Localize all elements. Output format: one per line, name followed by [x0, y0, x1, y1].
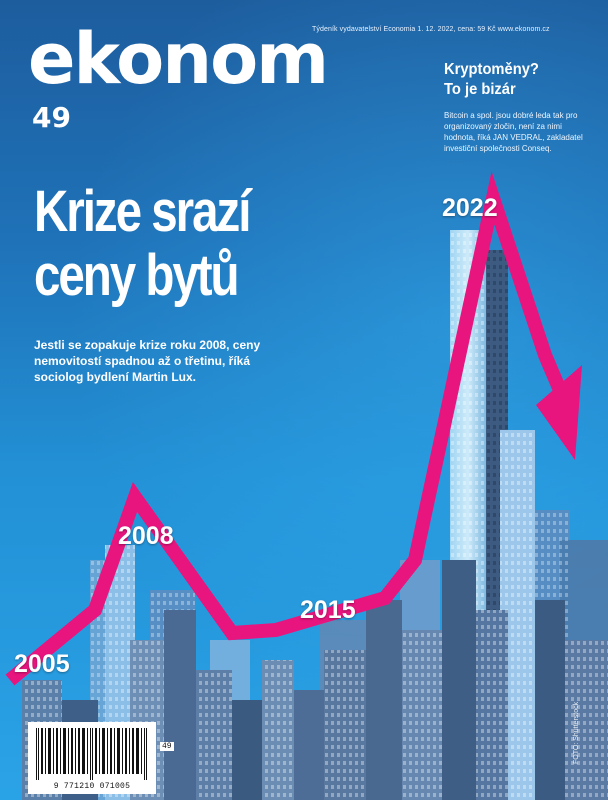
price-trend-line: [5, 171, 569, 686]
issue-number: 49: [32, 101, 71, 134]
promo-title: Kryptoměny? To je bizár: [444, 60, 582, 100]
year-label-2015: 2015: [300, 596, 356, 624]
issue-dateline: Týdeník vydavatelství Economia 1. 12. 20…: [312, 26, 550, 33]
barcode: 9 771210 071005: [28, 722, 156, 794]
promo-title-line2: To je bizár: [444, 81, 516, 98]
headline-line2: ceny bytů: [34, 243, 240, 308]
arrow-head: [536, 365, 582, 460]
barcode-addon-number: 49: [160, 742, 174, 751]
masthead-logo: ekonom: [28, 18, 329, 100]
promo-title-line1: Kryptoměny?: [444, 61, 539, 78]
foreground-buildings: [22, 560, 608, 800]
barcode-digits: 9 771210 071005: [53, 782, 131, 791]
cover-headline: Krize srazí ceny bytů: [34, 180, 305, 308]
year-label-2008: 2008: [118, 522, 174, 550]
headline-line1: Krize srazí: [34, 179, 251, 244]
barcode-bars: [36, 728, 147, 780]
photo-credit: FOTO: Shutterstock: [573, 701, 580, 764]
price-trend-arrow: [5, 171, 582, 686]
year-label-2005: 2005: [14, 650, 70, 678]
year-label-2022: 2022: [442, 194, 498, 222]
cover-subhead: Jestli se zopakuje krize roku 2008, ceny…: [34, 338, 261, 384]
promo-body: Bitcoin a spol. jsou dobré leda tak pro …: [444, 111, 583, 153]
